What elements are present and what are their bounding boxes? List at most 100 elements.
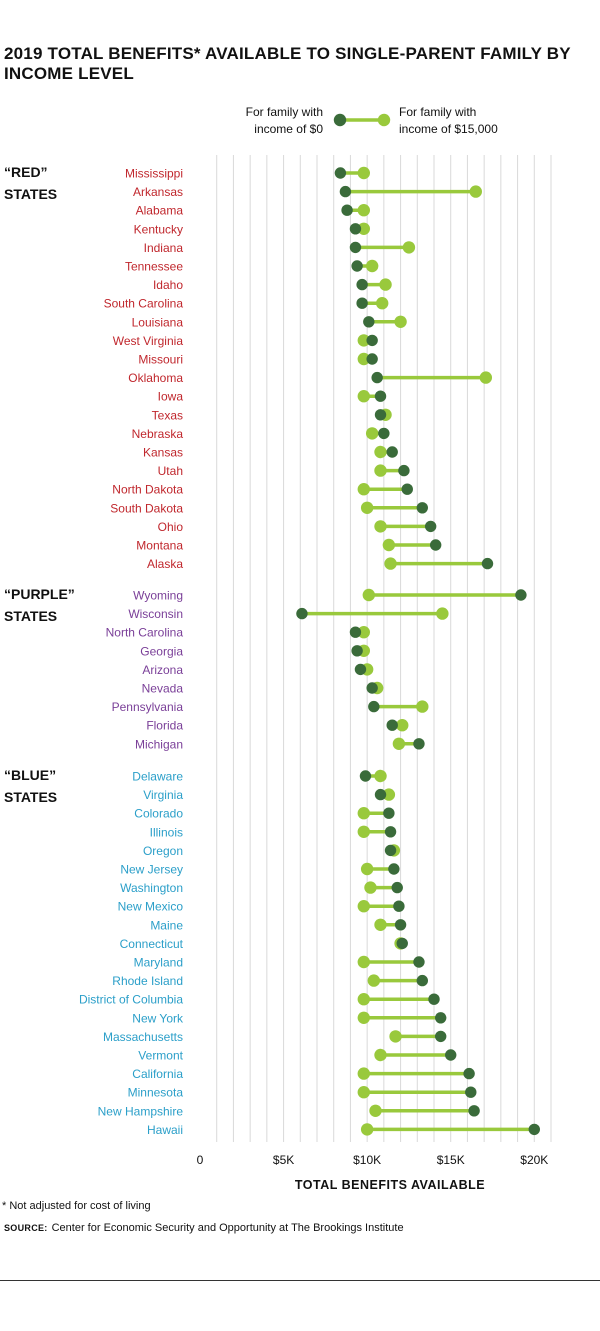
state-label: Hawaii bbox=[147, 1123, 183, 1137]
dot-income-15000 bbox=[357, 807, 370, 820]
state-label: Utah bbox=[158, 464, 183, 478]
dot-income-0 bbox=[396, 937, 408, 950]
x-tick-label: $5K bbox=[273, 1153, 294, 1167]
dot-income-0 bbox=[386, 446, 398, 458]
dot-income-15000 bbox=[375, 297, 389, 310]
state-label: Arizona bbox=[142, 663, 183, 677]
dot-income-15000 bbox=[360, 862, 374, 876]
state-label: Massachusetts bbox=[103, 1030, 183, 1044]
dot-income-15000 bbox=[392, 737, 406, 750]
dot-income-0 bbox=[384, 826, 397, 838]
state-label: Nevada bbox=[142, 682, 184, 696]
state-label: Maine bbox=[150, 918, 183, 932]
state-label: South Carolina bbox=[104, 297, 184, 311]
dot-income-0 bbox=[434, 1012, 447, 1024]
state-label: Tennessee bbox=[125, 260, 183, 274]
state-label: Rhode Island bbox=[112, 974, 183, 988]
source-line: SOURCE: Center for Economic Security and … bbox=[4, 1222, 404, 1234]
state-label: New Jersey bbox=[120, 863, 183, 877]
state-label: District of Columbia bbox=[79, 993, 183, 1007]
dot-income-15000 bbox=[362, 588, 376, 602]
dot-income-15000 bbox=[369, 1104, 382, 1118]
legend-dot-income-0 bbox=[333, 113, 347, 127]
dot-income-0 bbox=[528, 1123, 540, 1136]
dot-income-0 bbox=[398, 464, 410, 477]
dot-income-0 bbox=[383, 807, 395, 819]
source-text: Center for Economic Security and Opportu… bbox=[51, 1222, 404, 1234]
state-label: Wisconsin bbox=[128, 607, 183, 621]
dot-income-15000 bbox=[357, 993, 370, 1006]
state-label: Connecticut bbox=[120, 937, 184, 951]
state-label: Wyoming bbox=[133, 589, 183, 603]
state-label: Alaska bbox=[147, 557, 183, 571]
dot-income-15000 bbox=[374, 769, 387, 783]
dot-income-0 bbox=[334, 167, 347, 179]
dot-income-0 bbox=[349, 223, 362, 235]
legend-label-income-15000: income of $15,000 bbox=[399, 122, 498, 136]
x-axis-label: TOTAL BENEFITS AVAILABLE bbox=[295, 1178, 485, 1192]
dot-income-15000 bbox=[357, 222, 370, 235]
dot-income-15000 bbox=[416, 700, 429, 713]
state-label: Arkansas bbox=[133, 185, 183, 199]
dot-income-15000 bbox=[357, 1067, 370, 1080]
legend-label-income-15000: For family with bbox=[399, 105, 476, 119]
state-label: Oklahoma bbox=[128, 371, 183, 385]
group-label: “RED” bbox=[4, 164, 48, 180]
dot-income-0 bbox=[359, 770, 372, 782]
dot-income-15000 bbox=[436, 607, 449, 620]
state-label: North Carolina bbox=[106, 626, 184, 640]
dot-income-15000 bbox=[364, 881, 377, 894]
dot-income-15000 bbox=[396, 719, 409, 732]
dot-income-15000 bbox=[357, 390, 370, 403]
dot-income-0 bbox=[366, 353, 378, 365]
dot-income-0 bbox=[349, 626, 362, 638]
dot-income-15000 bbox=[384, 557, 397, 570]
dot-income-15000 bbox=[365, 259, 379, 273]
x-tick-label: $20K bbox=[520, 1153, 548, 1167]
dot-income-0 bbox=[391, 881, 403, 894]
dot-income-15000 bbox=[365, 427, 379, 440]
state-label: Kansas bbox=[143, 446, 183, 460]
dot-income-15000 bbox=[367, 974, 381, 987]
state-label: Delaware bbox=[132, 770, 183, 784]
dot-income-0 bbox=[339, 185, 352, 198]
dot-income-0 bbox=[356, 278, 368, 291]
state-label: Michigan bbox=[135, 737, 183, 751]
dot-income-15000 bbox=[382, 538, 396, 552]
group-label: STATES bbox=[4, 608, 57, 624]
dot-income-0 bbox=[366, 334, 378, 347]
chart-title: 2019 TOTAL BENEFITS* AVAILABLE TO SINGLE… bbox=[4, 44, 571, 83]
dot-income-0 bbox=[468, 1105, 480, 1117]
state-label: North Dakota bbox=[112, 483, 183, 497]
dot-income-0 bbox=[413, 956, 425, 968]
legend-label-income-0: For family with bbox=[246, 105, 323, 119]
dot-income-0 bbox=[465, 1086, 477, 1098]
dot-income-0 bbox=[394, 919, 407, 931]
dot-income-0 bbox=[434, 1030, 447, 1043]
state-label: Iowa bbox=[158, 390, 184, 404]
x-tick-label: 0 bbox=[197, 1153, 204, 1167]
group-label: “PURPLE” bbox=[4, 586, 75, 602]
dot-income-0 bbox=[378, 427, 390, 440]
state-label: Kentucky bbox=[134, 222, 183, 236]
state-label: Idaho bbox=[153, 278, 183, 292]
footnote: * Not adjusted for cost of living bbox=[2, 1200, 151, 1212]
state-label: Vermont bbox=[138, 1049, 183, 1063]
dot-income-15000 bbox=[357, 1011, 370, 1024]
state-label: Ohio bbox=[158, 520, 184, 534]
state-label: South Dakota bbox=[110, 501, 183, 515]
dot-income-15000 bbox=[374, 1048, 387, 1062]
dot-income-0 bbox=[416, 974, 428, 987]
state-label: Minnesota bbox=[128, 1086, 184, 1100]
dot-income-0 bbox=[416, 502, 428, 514]
group-label: “BLUE” bbox=[4, 767, 56, 783]
dot-income-15000 bbox=[360, 1123, 374, 1136]
dot-income-0 bbox=[354, 663, 367, 676]
dot-income-0 bbox=[349, 241, 362, 254]
state-label: Louisiana bbox=[132, 315, 184, 329]
dot-income-15000 bbox=[394, 315, 407, 328]
dot-income-15000 bbox=[374, 918, 387, 931]
dot-income-15000 bbox=[357, 900, 370, 913]
state-label: Texas bbox=[152, 408, 183, 422]
dot-income-15000 bbox=[357, 334, 370, 347]
